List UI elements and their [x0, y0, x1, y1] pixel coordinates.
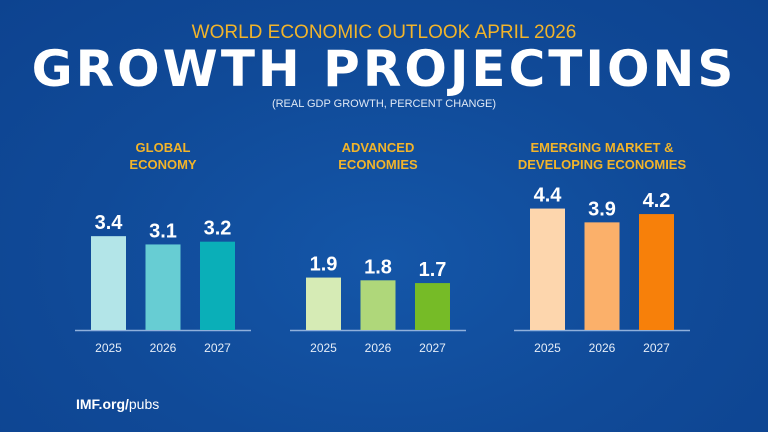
data-label: 3.2 [204, 218, 232, 240]
tick-label: 2027 [643, 341, 670, 355]
footer-link-path: pubs [128, 396, 160, 412]
tick-label: 2025 [310, 341, 337, 355]
panel-title: ADVANCED [342, 140, 415, 155]
page-title: GROWTH PROJECTIONS [31, 40, 737, 98]
tick-label: 2026 [365, 341, 392, 355]
data-label: 1.8 [364, 256, 392, 278]
data-label: 3.4 [95, 212, 124, 234]
bar [530, 208, 565, 330]
tick-label: 2026 [589, 341, 616, 355]
data-label: 3.9 [588, 198, 616, 220]
bar [415, 283, 450, 330]
tick-label: 2025 [534, 341, 561, 355]
panel-title: GLOBAL [136, 140, 191, 155]
kicker: WORLD ECONOMIC OUTLOOK APRIL 2026 [191, 22, 577, 43]
bar [200, 241, 235, 330]
bar [584, 222, 620, 330]
bar [91, 236, 126, 330]
bar [639, 214, 674, 330]
bar [145, 244, 181, 330]
panel-title: DEVELOPING ECONOMIES [518, 157, 687, 172]
data-label: 4.4 [534, 185, 563, 207]
bar [306, 277, 341, 330]
tick-label: 2027 [419, 341, 446, 355]
panel-title: ECONOMY [129, 157, 197, 172]
footer-link[interactable]: IMF.org/pubs [76, 396, 159, 412]
data-label: 1.9 [310, 254, 338, 276]
tick-label: 2027 [204, 341, 231, 355]
subtitle: (REAL GDP GROWTH, PERCENT CHANGE) [271, 98, 497, 110]
panel-title: ECONOMIES [338, 157, 418, 172]
footer-link-domain: IMF.org/ [76, 396, 129, 412]
panel-title: EMERGING MARKET & [531, 140, 674, 155]
data-label: 1.7 [419, 259, 447, 281]
tick-label: 2026 [150, 341, 177, 355]
bar [360, 280, 396, 330]
tick-label: 2025 [95, 341, 122, 355]
data-label: 4.2 [643, 190, 671, 212]
data-label: 3.1 [149, 220, 177, 242]
